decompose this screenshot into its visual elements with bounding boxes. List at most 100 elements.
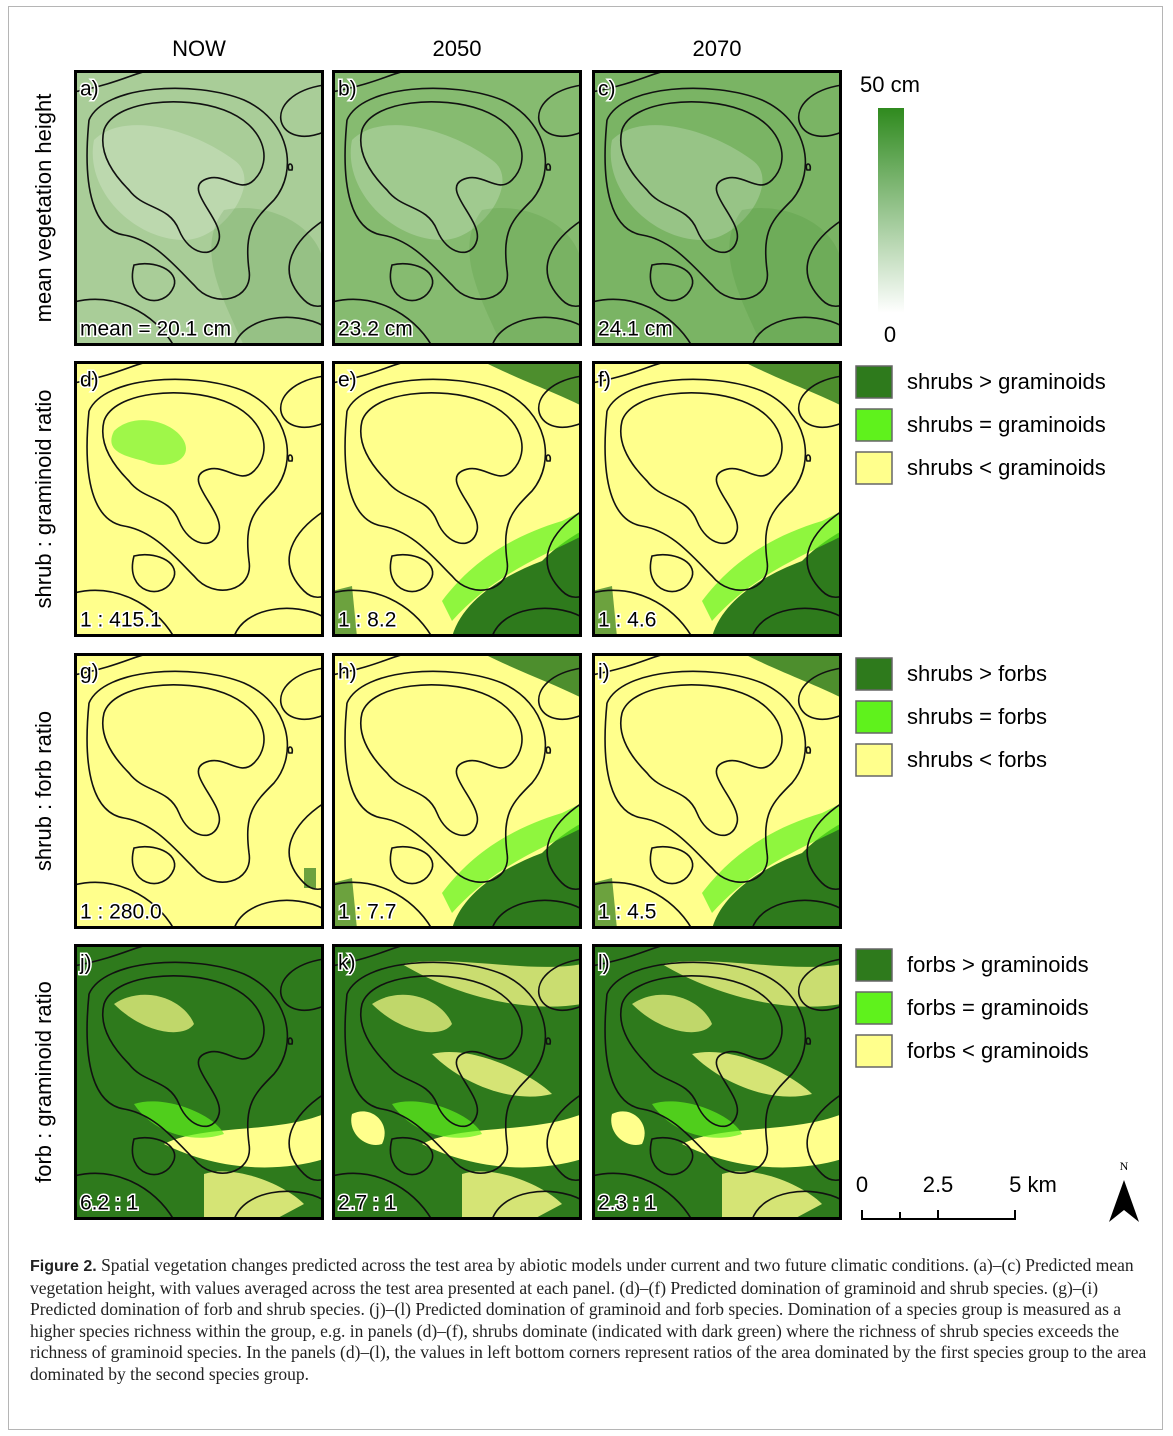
map-patch	[462, 1171, 562, 1220]
row-label: shrub : graminoid ratio	[31, 390, 56, 609]
map-panel: j) 6.2 : 1	[74, 944, 324, 1220]
map-patch	[702, 803, 842, 913]
map-patch	[392, 1101, 482, 1138]
legend-label: shrubs > graminoids	[907, 369, 1106, 394]
scale-label: 2.5	[923, 1172, 954, 1197]
map-panel: g) 1 : 280.0	[74, 653, 324, 929]
map-patch	[164, 1114, 324, 1168]
map-patch	[742, 361, 842, 406]
legend-swatch	[855, 451, 893, 485]
column-header: NOW	[172, 36, 226, 61]
panel-letter: i)	[598, 661, 610, 684]
figure-frame	[8, 6, 1163, 1430]
panel-border	[332, 653, 582, 929]
legend-label: shrubs < forbs	[907, 747, 1047, 772]
map-patch	[92, 125, 245, 240]
map-patch	[652, 1101, 742, 1138]
map-patch	[402, 961, 582, 1007]
panel-letter: e)	[338, 369, 357, 392]
map-patch	[111, 420, 186, 465]
panel-letter: l)	[598, 952, 610, 975]
panel-border	[332, 70, 582, 346]
map-background	[74, 944, 324, 1220]
map-panel: b) 23.2 cm	[332, 70, 582, 346]
map-patch	[482, 361, 582, 406]
legend-label: forbs < graminoids	[907, 1038, 1089, 1063]
legend-swatch	[855, 1034, 893, 1068]
map-patch	[662, 961, 842, 1007]
legend-swatch	[855, 657, 893, 691]
legend-min: 0	[884, 322, 896, 347]
panel-letter: k)	[338, 952, 356, 975]
map-patch	[442, 803, 582, 913]
map-patch	[332, 586, 357, 637]
panel-letter: h)	[338, 661, 357, 684]
map-patch	[304, 868, 316, 888]
legend-swatch	[855, 991, 893, 1025]
legend-label: shrubs > forbs	[907, 661, 1047, 686]
north-label: N	[1120, 1159, 1129, 1173]
map-patch	[332, 878, 357, 929]
panel-letter: d)	[80, 369, 99, 392]
map-background	[74, 361, 324, 637]
map-patch	[722, 1171, 822, 1220]
scale-bar	[861, 1210, 1016, 1220]
caption-label: Figure 2.	[30, 1258, 97, 1275]
row-label: mean vegetation height	[31, 94, 56, 323]
map-patch	[204, 1171, 304, 1220]
panel-letter: j)	[79, 952, 92, 975]
map-panel: h) 1 : 7.7	[332, 653, 582, 929]
panel-border	[592, 653, 842, 929]
panel-note: 1 : 7.7	[338, 901, 396, 924]
panel-border	[332, 361, 582, 637]
map-patch	[134, 1101, 224, 1138]
panel-border	[592, 361, 842, 637]
map-panel: k) 2.7 : 1	[332, 944, 582, 1220]
map-patch	[351, 1111, 385, 1145]
panel-note: 1 : 4.6	[598, 609, 656, 632]
panel-letter: b)	[338, 78, 357, 101]
map-patch	[712, 823, 842, 929]
map-patch	[712, 531, 842, 637]
map-patch	[592, 586, 617, 637]
legend-label: shrubs = forbs	[907, 704, 1047, 729]
map-patch	[452, 531, 582, 637]
legend-swatch	[855, 743, 893, 777]
map-patch	[350, 125, 503, 240]
map-patch	[702, 511, 842, 621]
legend-swatch	[855, 408, 893, 442]
column-header: 2050	[433, 36, 482, 61]
map-patch	[452, 823, 582, 929]
panel-note: 6.2 : 1	[80, 1192, 138, 1215]
map-patch	[742, 653, 842, 698]
map-patch	[610, 125, 763, 240]
scale-label: 5 km	[1009, 1172, 1057, 1197]
panel-letter: g)	[80, 661, 99, 684]
caption-text: Spatial vegetation changes predicted acr…	[30, 1255, 1147, 1384]
legend-max: 50 cm	[860, 72, 920, 97]
legend-label: forbs > graminoids	[907, 952, 1089, 977]
legend-label: shrubs = graminoids	[907, 412, 1106, 437]
panel-note: 1 : 415.1	[80, 609, 162, 632]
map-patch	[372, 994, 452, 1033]
legend-swatch	[855, 365, 893, 399]
panel-letter: c)	[598, 78, 616, 101]
figure: NOW 2050 2070 mean vegetation height a) mean …	[31, 36, 1139, 1222]
panel-note: 1 : 280.0	[80, 901, 162, 924]
legend-gradient	[878, 108, 904, 313]
legend-swatch	[855, 700, 893, 734]
panel-border	[592, 944, 842, 1220]
legend-label: shrubs < graminoids	[907, 455, 1106, 480]
caption: Figure 2. Spatial vegetation changes pre…	[30, 1255, 1150, 1385]
map-panel: d) 1 : 415.1	[74, 361, 324, 637]
panel-note: 24.1 cm	[598, 318, 673, 341]
map-patch	[632, 994, 712, 1033]
north-arrow	[1109, 1180, 1139, 1222]
map-patch	[469, 208, 582, 346]
scale-label: 0	[856, 1172, 868, 1197]
panel-letter: a)	[80, 78, 99, 101]
map-panel: f) 1 : 4.6	[592, 361, 842, 637]
map-background	[74, 653, 324, 929]
panel-note: 2.7 : 1	[338, 1192, 396, 1215]
